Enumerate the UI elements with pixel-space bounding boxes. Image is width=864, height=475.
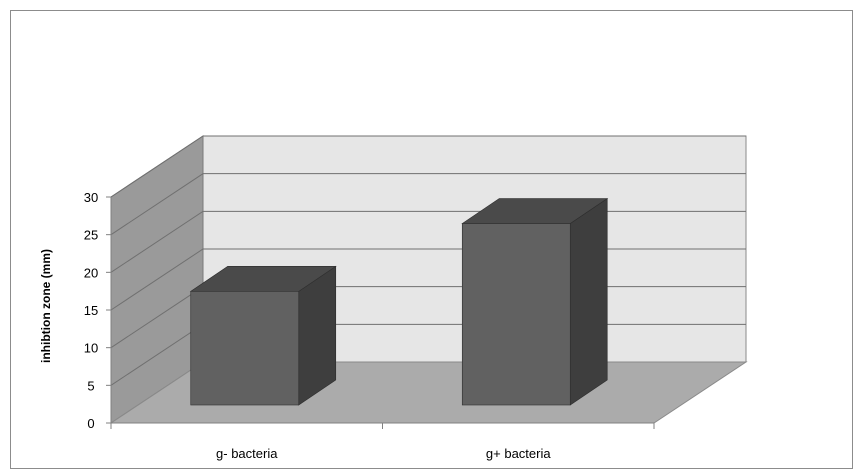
x-category-label: g- bacteria	[216, 446, 278, 461]
bar-front	[190, 291, 300, 406]
gridline	[110, 173, 746, 236]
bar-side	[569, 197, 608, 406]
y-tick-label: 30	[84, 190, 98, 205]
y-tick-label: 10	[84, 341, 98, 356]
x-category-label: g+ bacteria	[486, 446, 551, 461]
bar-front	[461, 223, 571, 406]
y-tick-label: 5	[87, 378, 94, 393]
y-axis-title: inhibtion zone (mm)	[39, 249, 53, 363]
axes: inhibtion zone (mm) 0 5 10 15 20 25 30 g- bacte…	[39, 190, 655, 461]
chart-frame: inhibtion zone (mm) 0 5 10 15 20 25 30 g- bacte…	[10, 10, 853, 469]
y-tick-label: 25	[84, 228, 98, 243]
y-tick-label: 15	[84, 303, 98, 318]
gridline	[110, 135, 746, 198]
bars	[189, 197, 609, 406]
bar	[189, 265, 337, 406]
bar-chart: inhibtion zone (mm) 0 5 10 15 20 25 30 g- bacte…	[39, 135, 748, 461]
bar	[461, 197, 609, 406]
y-tick-label: 0	[87, 416, 94, 431]
y-tick-label: 20	[84, 265, 98, 280]
